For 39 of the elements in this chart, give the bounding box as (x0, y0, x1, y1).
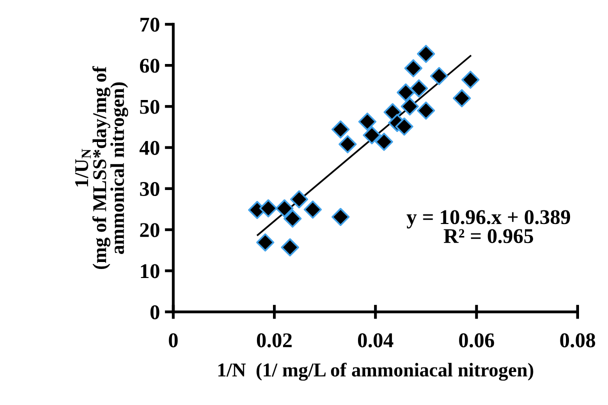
x-axis-title: 1/N (1/ mg/L of ammoniacal nitrogen) (218, 362, 534, 381)
y-axis-title: 1/U$_{N}$ (mg of MLSS*day/mg of ammonical nitrogen) (75, 66, 128, 270)
point (416, 102, 436, 120)
x-tick-label: 0.04 (358, 333, 394, 348)
point (461, 70, 480, 89)
point (290, 190, 308, 208)
y-tick-label: 0 (150, 305, 160, 320)
point (400, 97, 419, 116)
point (256, 233, 274, 252)
x-tick-label: 0.08 (560, 333, 596, 348)
point (404, 59, 422, 78)
x-tick-label: 0 (168, 333, 178, 348)
point (304, 200, 322, 219)
annotation: y = 10.96.x + 0.389 R² = 0.965 (406, 210, 570, 244)
y-tick-label: 50 (140, 100, 160, 114)
point (452, 89, 471, 108)
y-tick-label: 20 (140, 223, 160, 238)
y-tick-label: 70 (140, 18, 160, 32)
point (259, 199, 278, 218)
point (275, 199, 294, 218)
y-tick-label: 60 (140, 58, 160, 73)
point (416, 44, 436, 63)
point (362, 126, 381, 144)
point (280, 238, 300, 256)
point (410, 79, 428, 98)
point (374, 132, 394, 151)
y-tick-label: 10 (140, 264, 160, 278)
point (284, 210, 302, 228)
point (358, 112, 376, 131)
y-tick-label: 30 (140, 182, 160, 196)
x-tick-label: 0.02 (256, 333, 292, 348)
point (430, 67, 448, 86)
point (395, 118, 414, 136)
point (338, 135, 357, 154)
point (332, 208, 350, 226)
point (332, 120, 350, 139)
x-tick-label: 0.06 (459, 333, 494, 348)
point (396, 83, 415, 102)
y-tick-label: 40 (140, 140, 160, 155)
